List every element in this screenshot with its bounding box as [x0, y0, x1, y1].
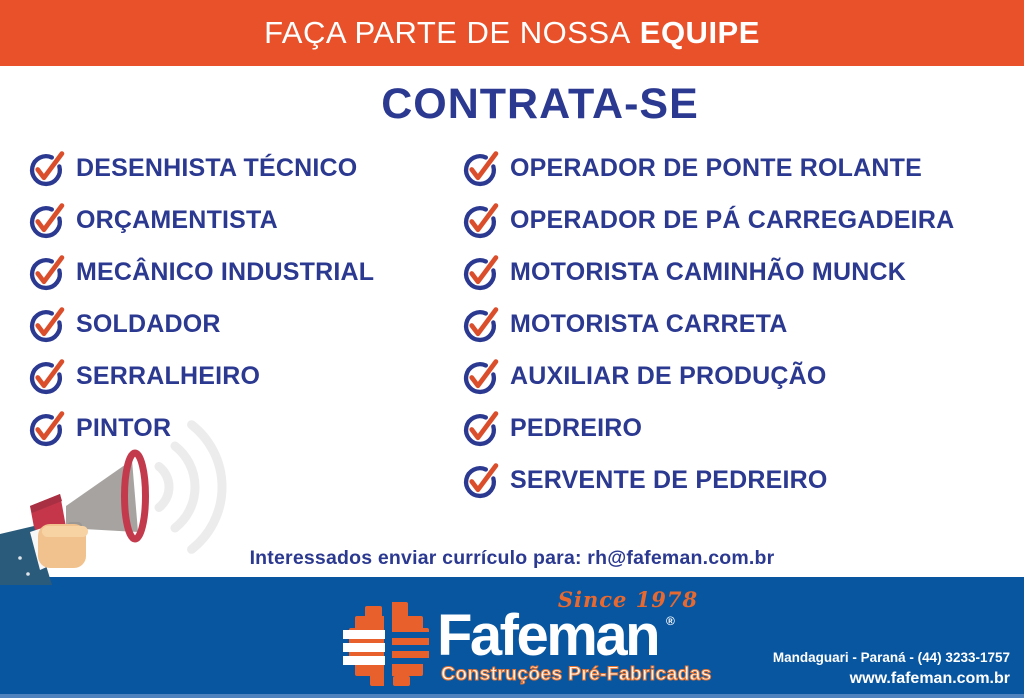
- job-label: MOTORISTA CARRETA: [510, 309, 788, 338]
- check-circle-icon: [29, 202, 65, 238]
- banner-text-bold: EQUIPE: [639, 15, 760, 50]
- top-banner: FAÇA PARTE DE NOSSA EQUIPE: [0, 0, 1024, 66]
- job-item: SERVENTE DE PEDREIRO: [462, 454, 954, 506]
- check-circle-icon: [463, 462, 499, 498]
- job-item: SOLDADOR: [28, 298, 374, 350]
- footer-website: www.fafeman.com.br: [849, 670, 1010, 687]
- job-label: OPERADOR DE PONTE ROLANTE: [510, 153, 922, 182]
- registered-mark: ®: [666, 614, 675, 628]
- footer-tagline: Construções Pré-Fabricadas: [441, 663, 713, 686]
- job-item: PEDREIRO: [462, 402, 954, 454]
- check-circle-icon: [29, 358, 65, 394]
- check-circle-icon: [29, 410, 65, 446]
- footer-address: Mandaguari - Paraná - (44) 3233-1757: [772, 650, 1010, 665]
- megaphone-icon: [0, 420, 227, 585]
- job-label: PINTOR: [76, 413, 172, 442]
- job-label: SERRALHEIRO: [76, 361, 261, 390]
- check-circle-icon: [463, 410, 499, 446]
- check-circle-icon: [29, 306, 65, 342]
- job-item: SERRALHEIRO: [28, 350, 374, 402]
- check-circle-icon: [463, 358, 499, 394]
- check-circle-icon: [29, 254, 65, 290]
- check-circle-icon: [463, 150, 499, 186]
- contact-line: Interessados enviar currículo para: rh@f…: [249, 547, 775, 569]
- page-title: CONTRATA-SE: [381, 80, 699, 128]
- jobs-column-right: OPERADOR DE PONTE ROLANTE OPERADOR DE PÁ…: [462, 142, 954, 506]
- jobs-column-left: DESENHISTA TÉCNICO ORÇAMENTISTA MECÂNICO…: [28, 142, 374, 454]
- sound-waves-icon: [154, 420, 227, 554]
- check-circle-icon: [29, 150, 65, 186]
- job-item: MOTORISTA CAMINHÃO MUNCK: [462, 246, 954, 298]
- footer: Since 1978 ® Fafeman Construções Pré-Fab…: [0, 577, 1024, 698]
- fafeman-wordmark: Fafeman: [437, 603, 661, 668]
- job-item: AUXILIAR DE PRODUÇÃO: [462, 350, 954, 402]
- job-label: ORÇAMENTISTA: [76, 205, 278, 234]
- banner-text: FAÇA PARTE DE NOSSA: [264, 15, 631, 50]
- job-label: SOLDADOR: [76, 309, 221, 338]
- check-circle-icon: [463, 202, 499, 238]
- job-label: OPERADOR DE PÁ CARREGADEIRA: [510, 205, 955, 234]
- footer-bottom-strip: [0, 694, 1024, 698]
- job-item: PINTOR: [28, 402, 374, 454]
- job-item: OPERADOR DE PÁ CARREGADEIRA: [462, 194, 954, 246]
- job-item: ORÇAMENTISTA: [28, 194, 374, 246]
- since-1978-label: Since 1978: [557, 587, 699, 612]
- job-item: MECÂNICO INDUSTRIAL: [28, 246, 374, 298]
- job-label: MOTORISTA CAMINHÃO MUNCK: [510, 257, 906, 286]
- job-item: DESENHISTA TÉCNICO: [28, 142, 374, 194]
- job-label: AUXILIAR DE PRODUÇÃO: [510, 361, 827, 390]
- job-label: PEDREIRO: [510, 413, 643, 442]
- job-item: MOTORISTA CARRETA: [462, 298, 954, 350]
- job-label: DESENHISTA TÉCNICO: [76, 153, 358, 182]
- job-label: MECÂNICO INDUSTRIAL: [76, 257, 375, 286]
- check-circle-icon: [463, 306, 499, 342]
- check-circle-icon: [463, 254, 499, 290]
- fafeman-blocks-logo-icon: [343, 602, 429, 688]
- job-label: SERVENTE DE PEDREIRO: [510, 465, 828, 494]
- job-item: OPERADOR DE PONTE ROLANTE: [462, 142, 954, 194]
